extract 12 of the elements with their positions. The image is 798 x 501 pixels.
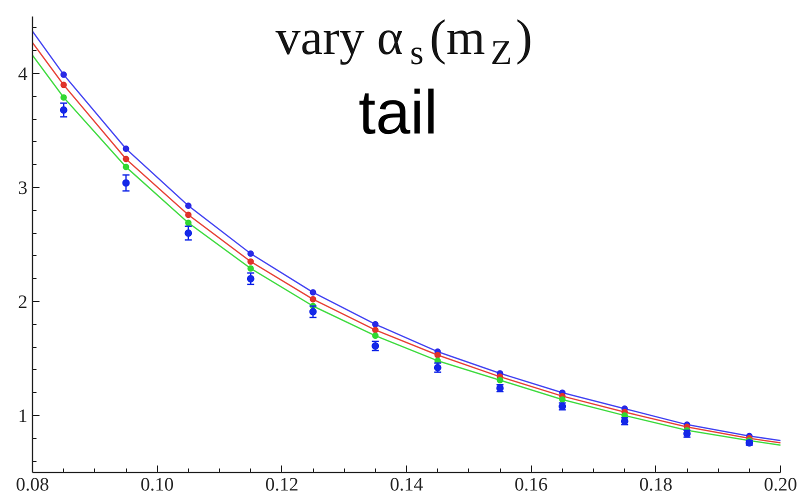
y-tick-label: 3 (18, 178, 28, 199)
x-tick-label: 0.10 (140, 474, 174, 496)
text: tail (358, 78, 438, 148)
x-tick-label: 0.12 (265, 474, 298, 496)
y-tick-label: 4 (18, 64, 28, 85)
y-tick-label: 1 (18, 406, 28, 427)
x-tick-label: 0.08 (16, 474, 50, 496)
x-tick-label: 0.18 (639, 474, 672, 496)
y-tick-label: 2 (18, 292, 28, 313)
x-tick-label: 0.16 (514, 474, 548, 496)
x-tick-label: 0.14 (390, 474, 424, 496)
x-tick-label: 0.20 (764, 474, 798, 496)
